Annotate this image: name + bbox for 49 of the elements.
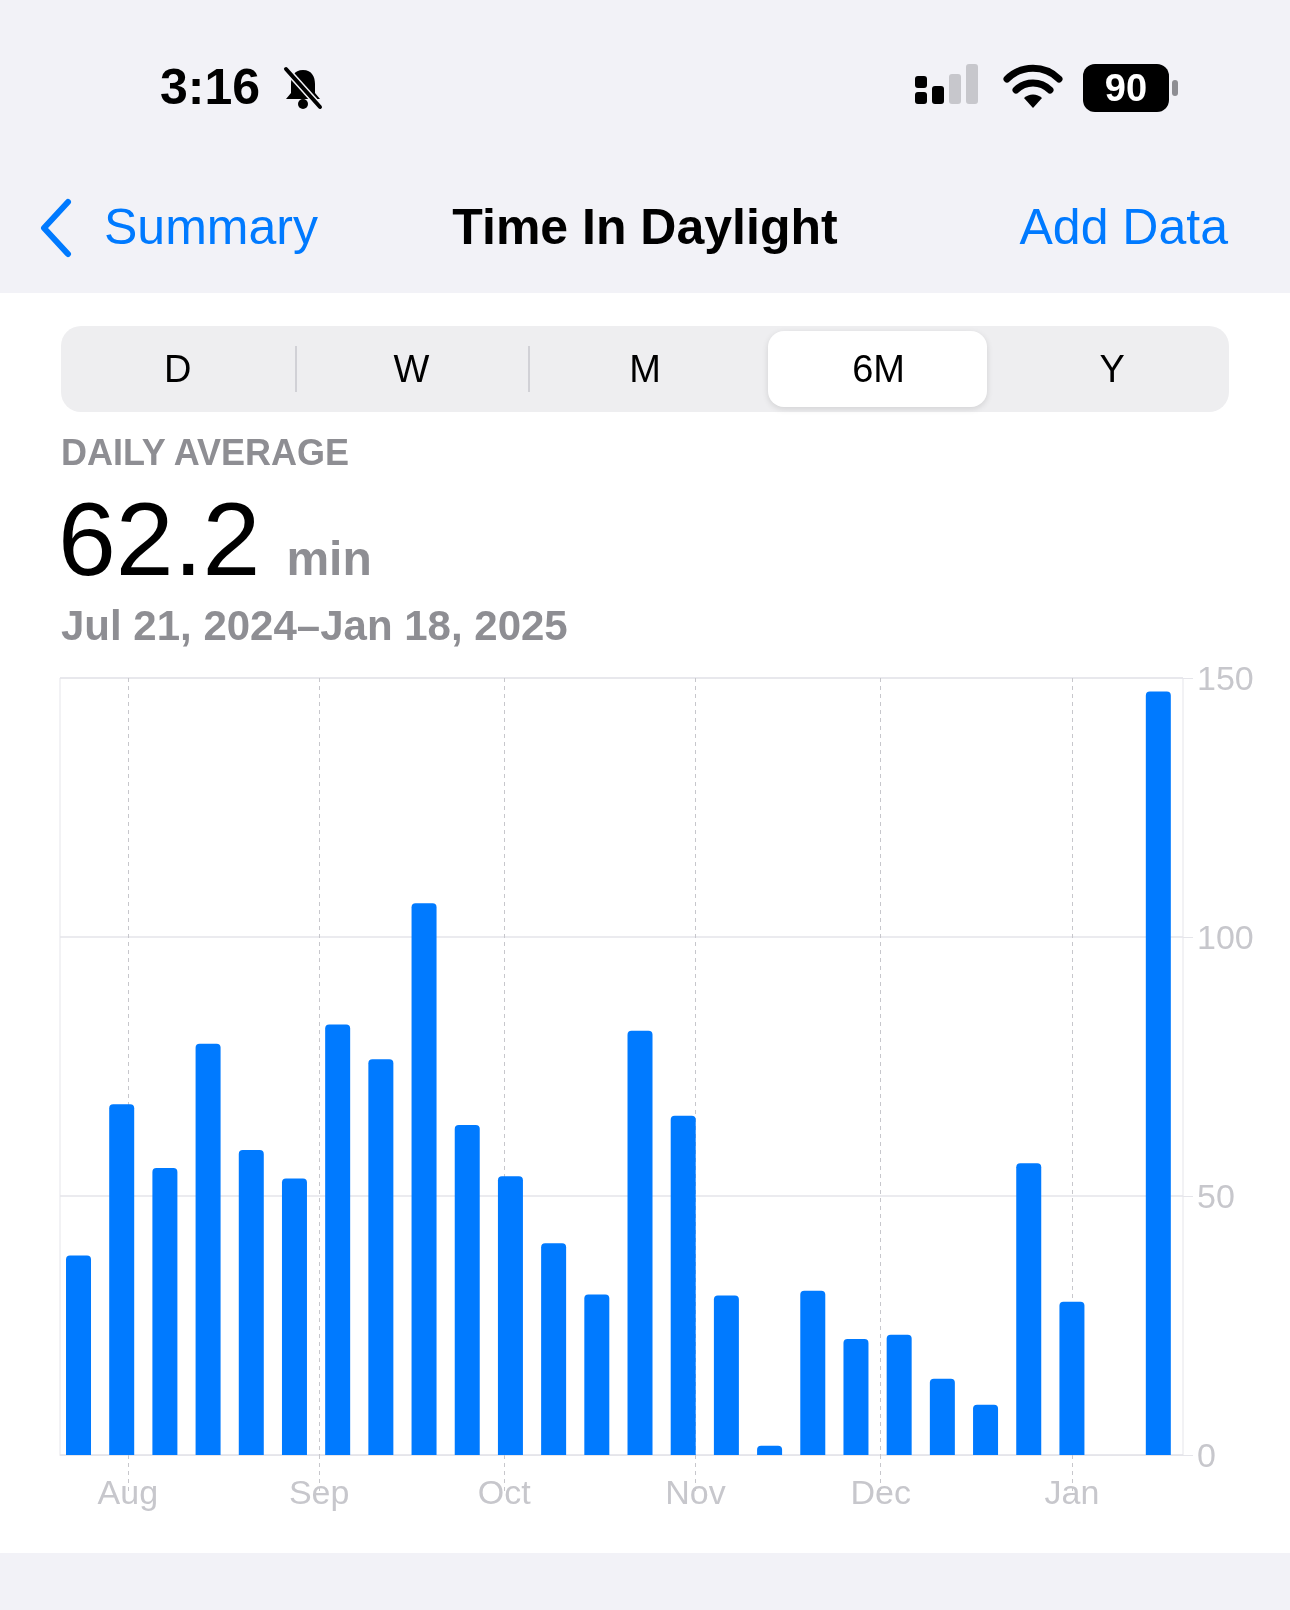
bar xyxy=(584,1294,610,1455)
text: 3:16 xyxy=(160,59,261,115)
text: Add Data xyxy=(1019,199,1228,255)
y-tick-label: 150 xyxy=(1197,659,1254,697)
bar xyxy=(973,1404,999,1455)
text: Summary xyxy=(104,199,318,255)
text: M xyxy=(629,348,661,390)
bar xyxy=(497,1176,523,1455)
x-tick-label: Aug xyxy=(97,1473,159,1511)
text: Jul 21, 2024–Jan 18, 2025 xyxy=(61,602,568,649)
text: 6M xyxy=(852,348,905,390)
text: DAILY AVERAGE xyxy=(61,432,350,473)
bar xyxy=(1016,1163,1042,1455)
x-tick-label: Oct xyxy=(477,1473,532,1511)
text: Y xyxy=(1099,348,1125,390)
bar xyxy=(109,1104,135,1455)
y-tick-label: 50 xyxy=(1197,1177,1235,1215)
bar xyxy=(800,1290,826,1455)
bar xyxy=(152,1168,178,1455)
bar xyxy=(238,1149,264,1455)
chart-title: Time In Daylight xyxy=(452,199,838,255)
bar xyxy=(627,1030,653,1455)
bar xyxy=(1059,1301,1085,1455)
x-tick-label: Jan xyxy=(1044,1473,1100,1511)
x-tick-label: Sep xyxy=(288,1473,350,1511)
text: min xyxy=(286,532,372,585)
text: 62.2 xyxy=(58,481,261,597)
text: 90 xyxy=(1104,67,1148,109)
x-tick-label: Nov xyxy=(665,1473,726,1511)
bar xyxy=(368,1059,394,1455)
bar xyxy=(713,1295,739,1455)
text: W xyxy=(393,348,430,390)
bar xyxy=(670,1115,696,1455)
bar xyxy=(541,1243,567,1455)
text: D xyxy=(164,348,192,390)
bar xyxy=(66,1255,92,1455)
bar xyxy=(454,1125,480,1455)
bar xyxy=(843,1338,869,1455)
bar xyxy=(757,1445,783,1455)
bar xyxy=(411,903,437,1455)
bar xyxy=(195,1043,221,1455)
bar xyxy=(325,1024,351,1455)
y-tick-label: 0 xyxy=(1197,1436,1216,1474)
bar xyxy=(929,1378,955,1455)
bar xyxy=(886,1334,912,1455)
bar xyxy=(1145,691,1171,1455)
y-tick-label: 100 xyxy=(1197,918,1254,956)
x-tick-label: Dec xyxy=(850,1473,911,1511)
bar xyxy=(281,1178,307,1455)
